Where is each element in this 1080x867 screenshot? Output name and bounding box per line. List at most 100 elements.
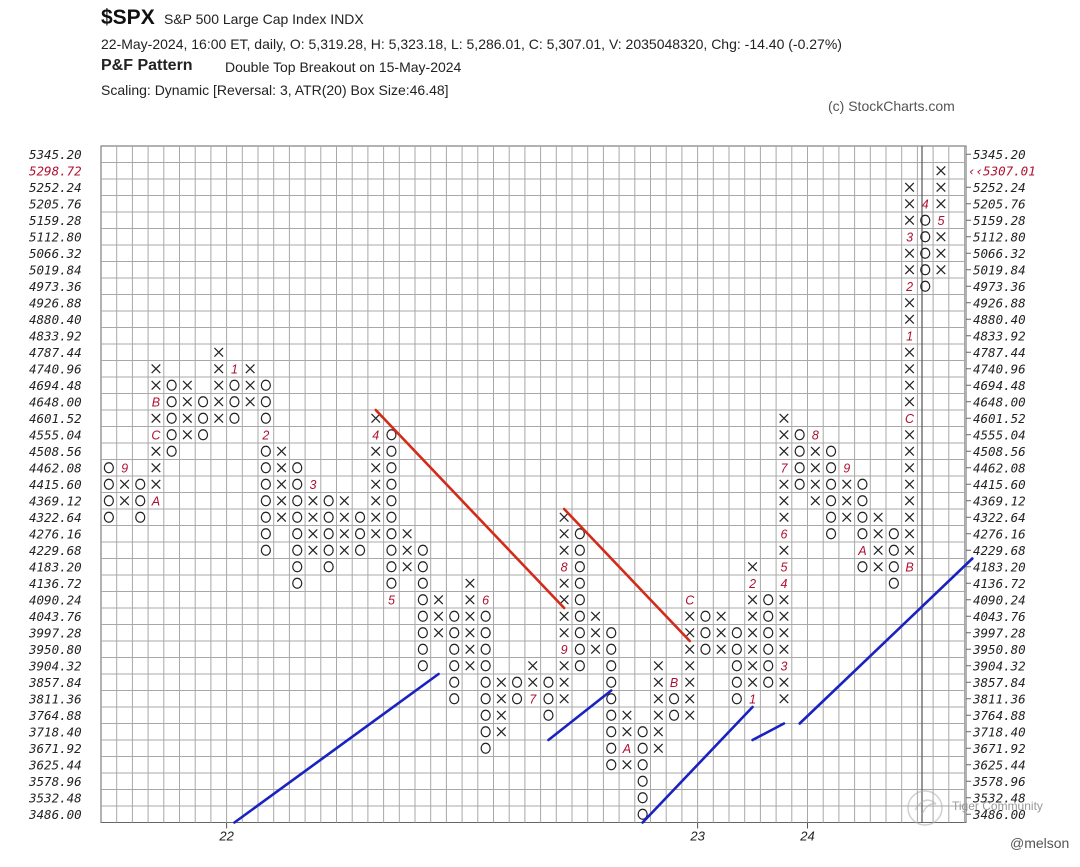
pf-o-box [103, 511, 114, 523]
pf-o-box [574, 610, 585, 622]
pf-x-box [465, 578, 475, 588]
pf-x-box [402, 562, 412, 572]
pf-x-box [810, 496, 821, 506]
pf-month-marker: 4 [922, 197, 929, 211]
y-tick-label-left: 4276.16 [29, 526, 82, 541]
pf-o-box [825, 511, 837, 523]
pf-x-box [433, 611, 444, 621]
pf-o-box [574, 594, 585, 606]
pf-x-box [904, 496, 915, 506]
y-tick-label-right: 4787.44 [973, 345, 1026, 360]
copyright: (c) StockCharts.com [828, 98, 955, 114]
y-tick-label-right: 3671.92 [972, 741, 1026, 756]
pf-month-marker: 9 [843, 461, 850, 475]
pf-o-box [794, 478, 805, 490]
y-tick-label-left: 4555.04 [29, 427, 82, 442]
pf-o-box [103, 495, 114, 507]
y-tick-label-right: 3532.48 [972, 790, 1026, 805]
y-tick-label-left: 4183.20 [29, 559, 82, 574]
pf-x-box [779, 446, 789, 456]
pf-x-box [936, 248, 946, 258]
support-trendline [547, 689, 613, 742]
y-tick-label-right: 3486.00 [972, 807, 1026, 822]
pf-o-box [606, 627, 617, 639]
y-tick-label-left: 4136.72 [29, 576, 82, 591]
support-trendline [798, 557, 974, 725]
plot-area [100, 145, 967, 823]
pf-o-box [606, 726, 617, 738]
pf-o-box [354, 511, 366, 523]
pf-x-box [747, 661, 758, 671]
y-tick-label-right: 4555.04 [973, 427, 1026, 442]
pf-o-box [449, 693, 460, 705]
pf-o-box [292, 478, 303, 490]
pf-x-box [779, 413, 789, 423]
pf-x-box [276, 446, 287, 456]
pf-o-box [920, 280, 931, 292]
price-stats: 22-May-2024, 16:00 ET, daily, O: 5,319.2… [101, 36, 842, 52]
pf-x-box [182, 413, 193, 423]
y-tick-label-left: 4090.24 [29, 592, 82, 607]
pf-x-box [339, 496, 350, 506]
pf-o-box [166, 396, 177, 408]
pf-month-marker: C [151, 428, 161, 442]
pf-x-box [779, 611, 789, 621]
pf-x-box [496, 710, 507, 720]
pf-x-box [904, 529, 915, 539]
pf-o-box [417, 610, 428, 622]
pf-x-box [747, 595, 758, 605]
pf-o-box [637, 759, 648, 771]
y-tick-label-left: 4926.88 [29, 295, 82, 310]
pattern-text: Double Top Breakout on 15-May-2024 [225, 59, 462, 75]
pf-x-box [214, 364, 224, 374]
y-tick-label-right: 3578.96 [972, 774, 1026, 789]
ticker-symbol: $SPX [101, 6, 155, 29]
y-tick-label-left: 4787.44 [29, 345, 82, 360]
pf-x-box [685, 661, 695, 671]
y-tick-label-right: 4601.52 [973, 411, 1026, 426]
pf-month-marker: B [152, 395, 160, 409]
pf-o-box [637, 792, 648, 804]
pf-x-box [685, 611, 695, 621]
pf-o-box [794, 429, 805, 441]
watermark-logo-icon [907, 790, 943, 826]
y-tick-label-left: 4229.68 [29, 543, 82, 558]
pf-o-box [888, 528, 899, 540]
pf-o-box [292, 495, 303, 507]
pf-x-box [276, 479, 287, 489]
pf-x-box [842, 479, 852, 489]
pf-x-box [245, 397, 255, 407]
pf-x-box [119, 496, 130, 506]
y-tick-label-right: 3764.88 [972, 708, 1026, 723]
pf-o-box [292, 544, 303, 556]
pf-x-box [151, 463, 161, 473]
y-tick-label-right: 4926.88 [973, 295, 1026, 310]
y-tick-label-right: 4090.24 [973, 592, 1026, 607]
pf-x-box [245, 364, 255, 374]
pf-o-box [511, 676, 523, 688]
pf-month-marker: 5 [388, 593, 395, 607]
pf-x-box [936, 182, 946, 192]
pf-o-box [763, 594, 774, 606]
pf-x-box [590, 644, 601, 654]
y-tick-label-right: 4694.48 [973, 378, 1026, 393]
pf-o-box [417, 577, 428, 589]
pf-o-box [480, 643, 491, 655]
pf-month-marker: 1 [749, 692, 756, 706]
pf-o-box [668, 693, 680, 705]
pf-x-box [779, 512, 789, 522]
pf-x-box [182, 430, 193, 440]
pf-o-box [731, 660, 742, 672]
pf-x-box [653, 661, 664, 671]
pf-o-box [135, 478, 146, 490]
pf-x-box [559, 578, 569, 588]
pf-x-box [747, 611, 758, 621]
resistance-trendline [562, 507, 692, 643]
pf-x-box [904, 463, 915, 473]
pf-x-box [685, 677, 695, 687]
pf-o-box [920, 264, 931, 276]
pf-o-box [449, 660, 460, 672]
instrument-name: S&P 500 Large Cap Index INDX [164, 11, 364, 27]
pf-x-box [214, 397, 224, 407]
pf-x-box [842, 512, 852, 522]
